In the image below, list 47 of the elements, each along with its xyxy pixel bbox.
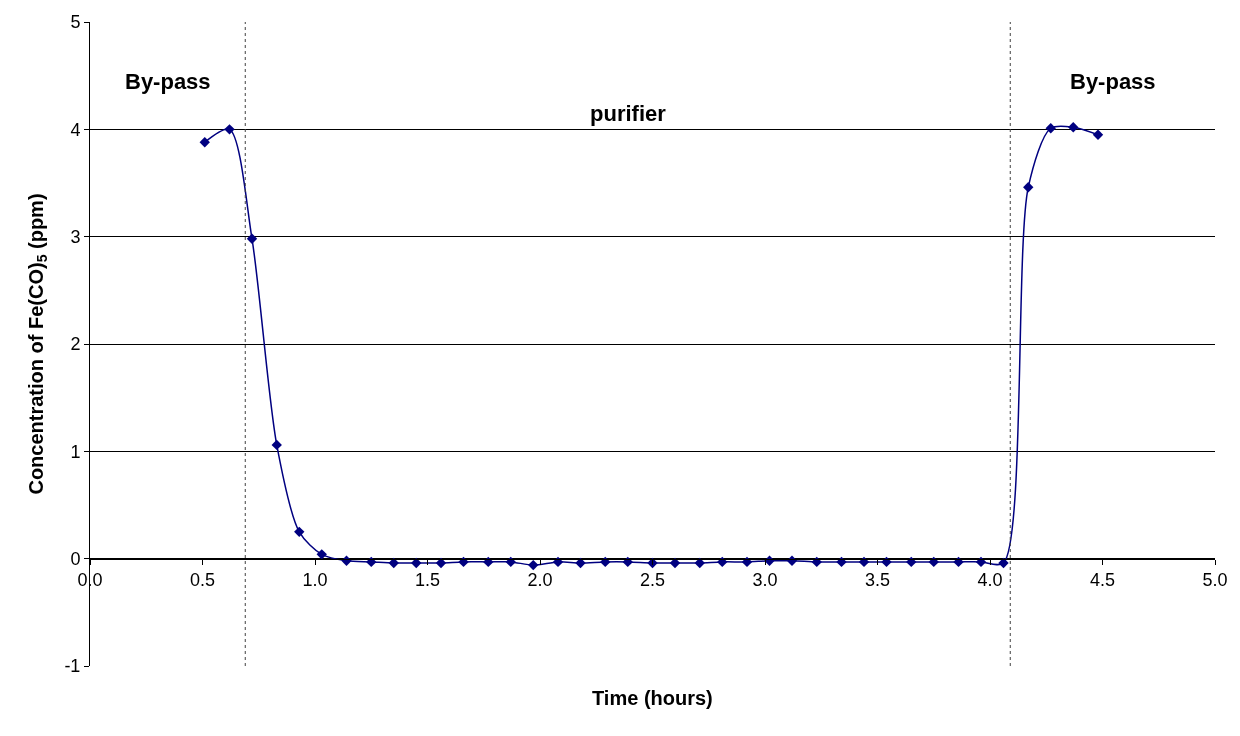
annotation: By-pass [125,69,211,94]
point [975,556,987,568]
point [1045,123,1056,134]
point [199,137,210,148]
y-tick-label: 2 [70,334,81,355]
y-tick-label: 0 [70,548,81,569]
point [552,556,564,568]
x-tick-label: 4.5 [1089,570,1116,591]
y-tick-label: 3 [70,226,81,247]
point [316,549,327,560]
point [928,556,939,568]
x-tick-label: 3.5 [864,570,891,591]
point [1068,121,1079,133]
point [483,556,494,568]
point [224,124,235,135]
point [366,556,377,568]
point [717,556,728,568]
y-tick-label: 5 [70,12,81,33]
point [622,556,633,568]
x-tick-label: 3.0 [752,570,778,591]
x-tick-label: 1.0 [302,570,328,591]
point [600,556,611,568]
point [246,233,258,245]
annotation: By-pass [1070,69,1156,94]
point [271,439,282,451]
x-axis-title: Time (hours) [592,687,713,709]
point [811,556,822,568]
point [858,556,870,568]
x-tick-label: 2.0 [527,570,553,591]
point [435,557,447,569]
x-tick-label: 4.0 [977,570,1003,591]
x-tick-label: 0.5 [189,570,216,591]
point [741,556,753,568]
point [669,557,681,569]
point [1023,182,1034,193]
point [505,556,516,568]
point [294,526,305,538]
point [1092,129,1104,140]
x-tick-label: 5.0 [1202,570,1228,591]
y-tick-label: -1 [64,656,81,677]
x-tick-label: 1.5 [414,570,441,591]
point [528,559,539,571]
point [906,556,917,568]
y-tick-label: 4 [70,119,81,140]
annotation: purifier [590,101,667,126]
x-tick-label: 2.5 [639,570,666,591]
y-tick-label: 1 [70,441,81,462]
